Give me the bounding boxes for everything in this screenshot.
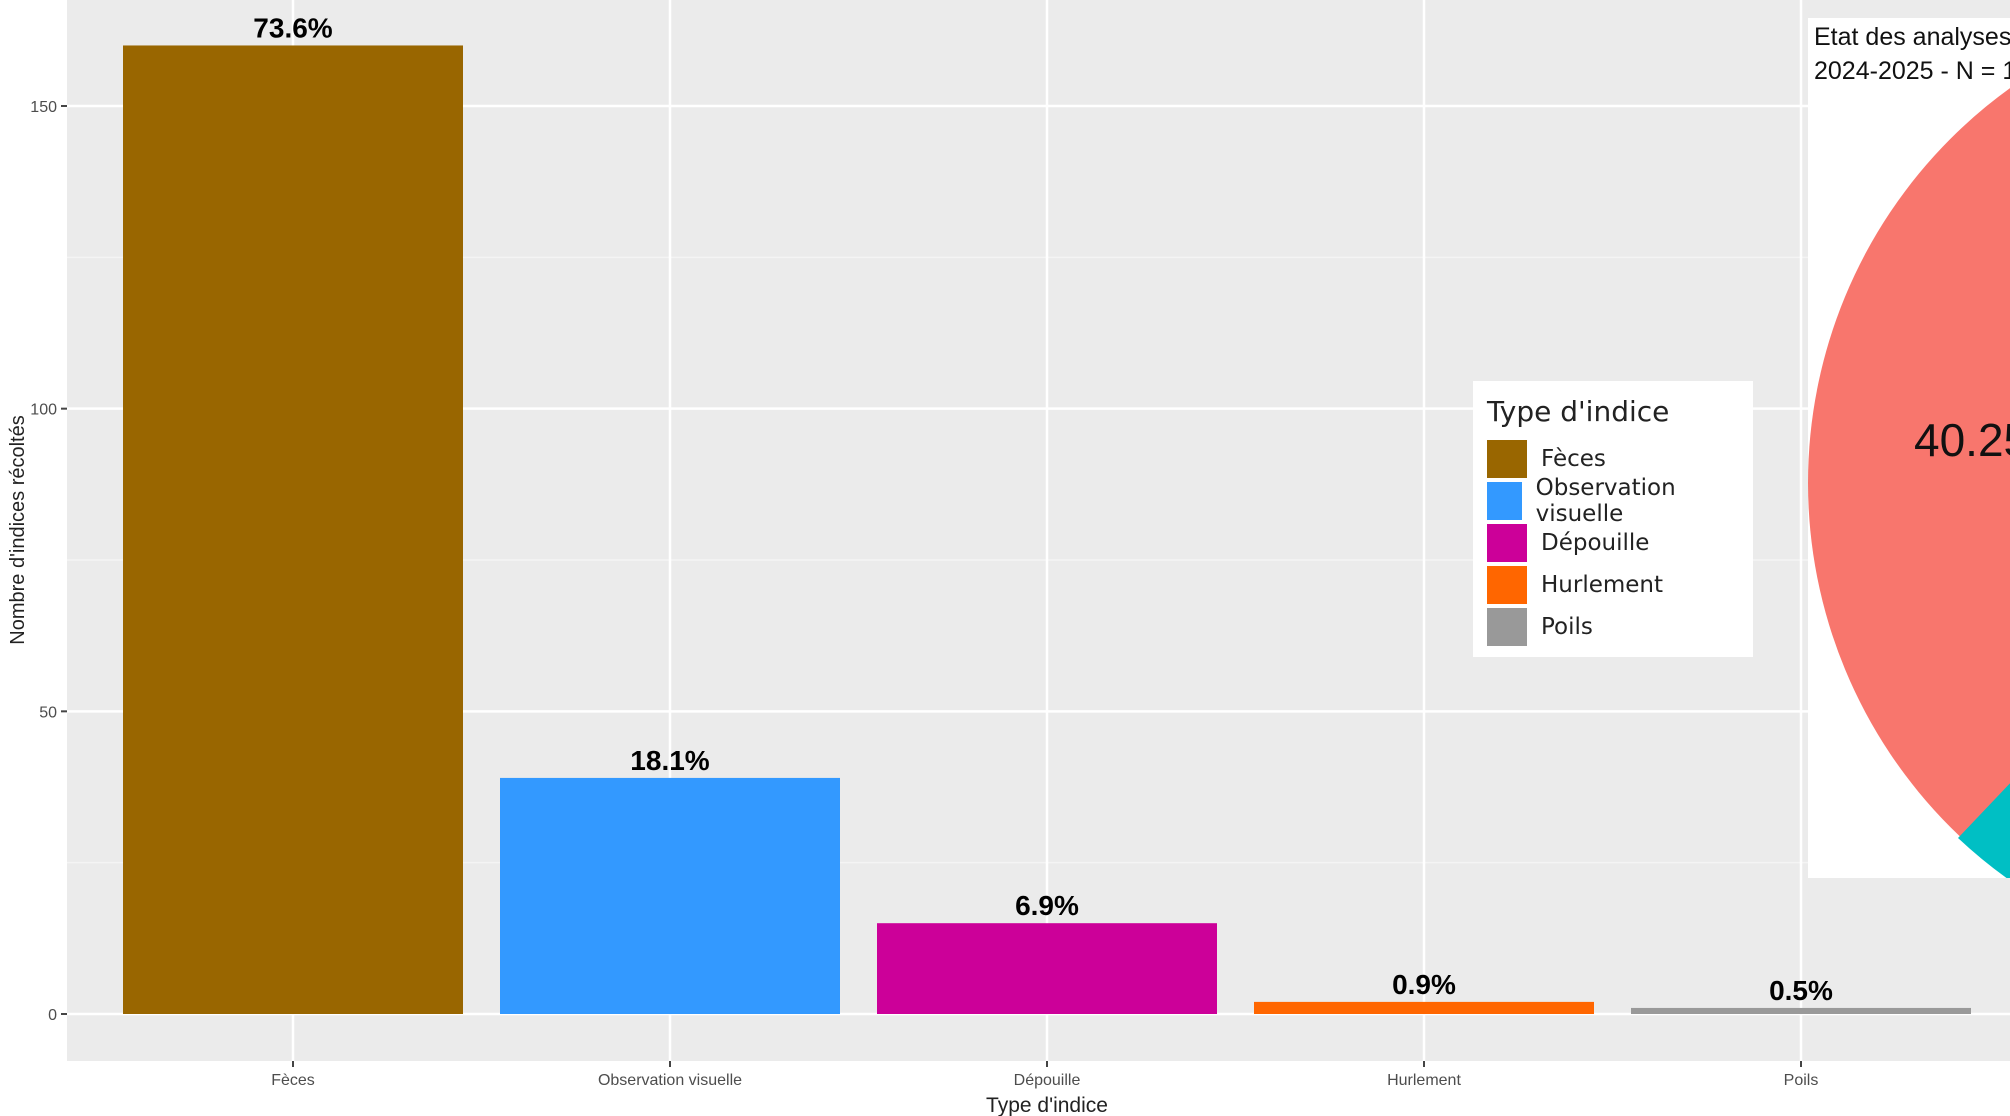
bar xyxy=(500,777,840,1014)
x-tick-label: Fèces xyxy=(271,1072,315,1089)
bar xyxy=(123,45,463,1014)
legend-swatch xyxy=(1487,440,1527,478)
inset-pie-panel: Etat des analyses 2024-2025 - N = 1 40.2… xyxy=(1808,18,2010,878)
legend-entry: Observation visuelle xyxy=(1487,475,1739,527)
bar-percent-label: 6.9% xyxy=(1015,890,1079,921)
legend-label: Hurlement xyxy=(1541,572,1664,598)
legend-entry: Hurlement xyxy=(1487,564,1739,606)
inset-pie-chart xyxy=(1808,88,2010,878)
legend-label: Fèces xyxy=(1541,446,1606,472)
legend-swatch xyxy=(1487,608,1527,646)
y-tick-label: 0 xyxy=(48,1007,57,1024)
x-tick-label: Poils xyxy=(1784,1072,1819,1089)
bar-percent-label: 0.5% xyxy=(1769,975,1833,1006)
x-tick-label: Dépouille xyxy=(1014,1072,1081,1089)
inset-title: Etat des analyses 2024-2025 - N = 1 xyxy=(1814,20,2010,88)
bar xyxy=(877,923,1217,1014)
bar xyxy=(1631,1007,1971,1014)
legend-label: Dépouille xyxy=(1541,530,1650,556)
legend-label: Poils xyxy=(1541,614,1593,640)
x-tick-label: Observation visuelle xyxy=(598,1072,742,1089)
legend-swatch xyxy=(1487,566,1527,604)
bar-percent-labels: 73.6% 18.1% 6.9% 0.9% 0.5% xyxy=(253,12,1833,1005)
pie-slice-secondary xyxy=(1958,783,2010,878)
y-axis: 0 50 100 150 xyxy=(30,99,67,1024)
legend-swatch xyxy=(1487,482,1522,520)
legend-label: Observation visuelle xyxy=(1535,475,1676,527)
inset-title-line1: Etat des analyses xyxy=(1814,23,2010,51)
y-tick-label: 50 xyxy=(39,704,57,721)
bar xyxy=(1254,1001,1594,1014)
y-tick-label: 150 xyxy=(30,99,57,116)
pie-slice-label: 40.25 xyxy=(1914,414,2010,466)
legend-title: Type d'indice xyxy=(1487,395,1670,428)
legend-entry: Fèces xyxy=(1487,438,1739,480)
bar-percent-label: 0.9% xyxy=(1392,969,1456,1000)
y-axis-title: Nombre d'indices récoltés xyxy=(7,415,29,644)
legend: Type d'indice Fèces Observation visuelle D… xyxy=(1473,381,1753,657)
pie-slice-main xyxy=(1808,88,2010,878)
legend-swatch xyxy=(1487,524,1527,562)
legend-entry: Dépouille xyxy=(1487,522,1739,564)
x-axis-title: Type d'indice xyxy=(986,1094,1108,1116)
legend-entries: Fèces Observation visuelle Dépouille Hurlem… xyxy=(1487,438,1739,648)
inset-title-line2: 2024-2025 - N = 1 xyxy=(1814,57,2010,85)
bar-percent-label: 73.6% xyxy=(253,12,332,43)
x-axis: Fèces Observation visuelle Dépouille Hurlem… xyxy=(271,1061,1818,1089)
legend-entry: Poils xyxy=(1487,606,1739,648)
y-tick-label: 100 xyxy=(30,402,57,419)
bars xyxy=(123,45,1971,1014)
x-tick-label: Hurlement xyxy=(1387,1072,1461,1089)
bar-percent-label: 18.1% xyxy=(630,745,709,776)
